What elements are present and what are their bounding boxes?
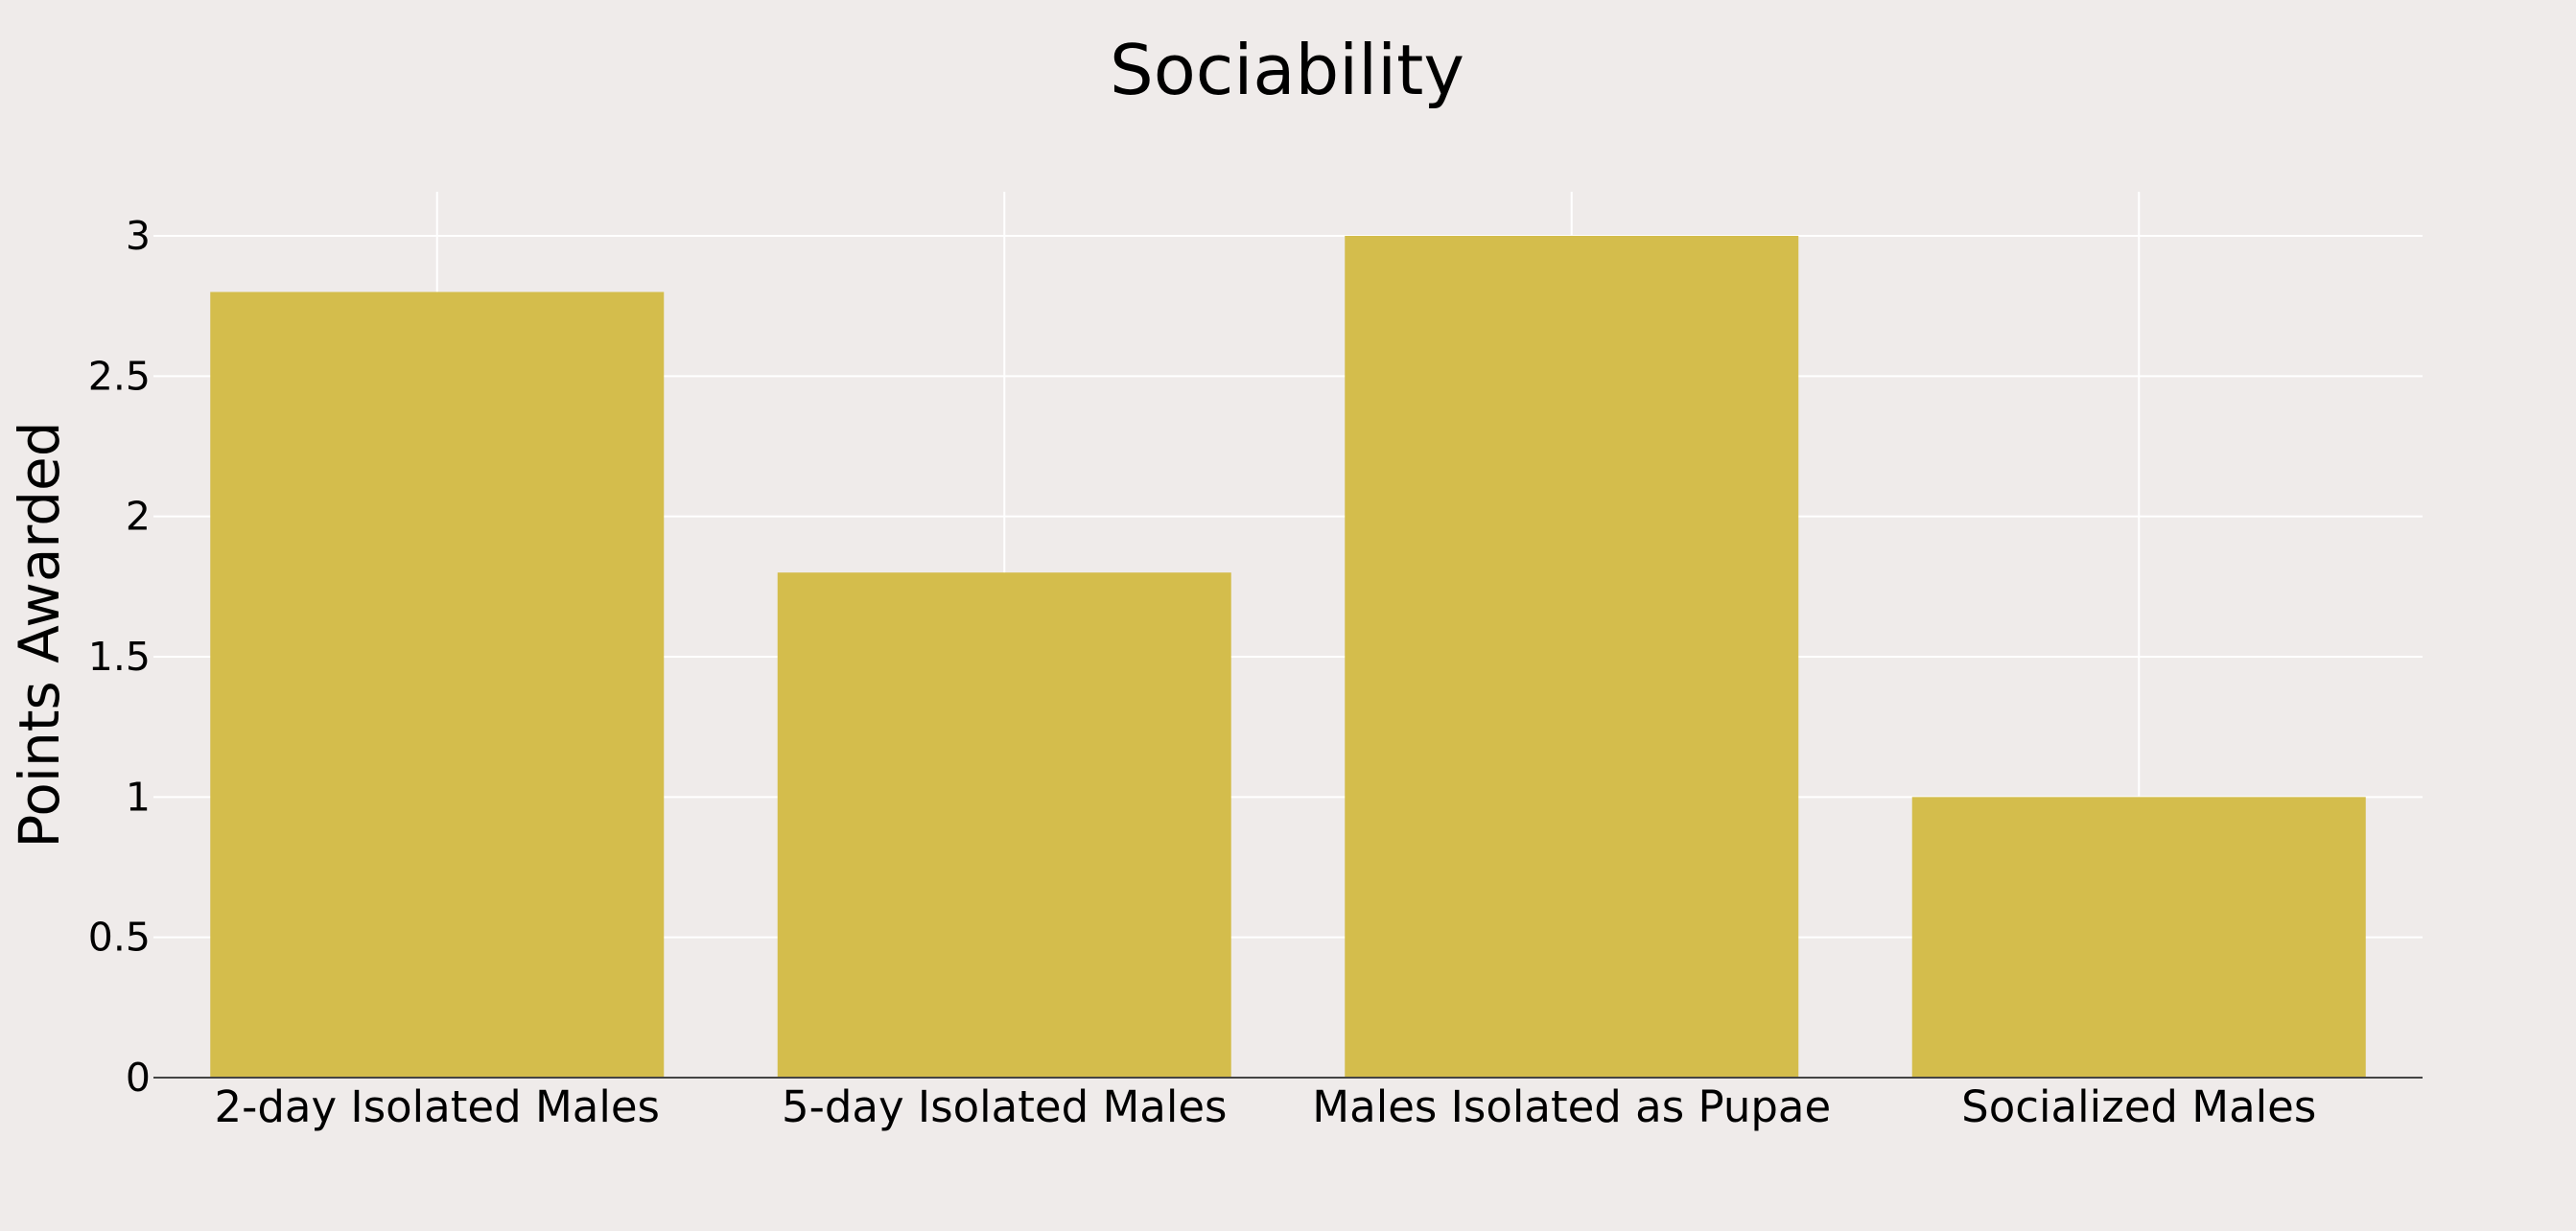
y-tick-label: 2.5 <box>88 353 151 399</box>
y-tick-label: 0.5 <box>88 915 151 961</box>
y-tick-label: 2 <box>126 494 151 540</box>
x-category-label: Males Isolated as Pupae <box>1312 1081 1831 1132</box>
bar-3 <box>1345 236 1799 1078</box>
x-category-labels: 2-day Isolated Males 5-day Isolated Males… <box>214 1081 2316 1132</box>
y-axis-label: Points Awarded <box>7 421 72 848</box>
x-category-label: 2-day Isolated Males <box>214 1081 660 1132</box>
x-category-label: Socialized Males <box>1961 1081 2316 1132</box>
y-tick-label: 3 <box>126 213 151 259</box>
chart-title: Sociability <box>1110 30 1464 110</box>
y-tick-label: 1 <box>126 774 151 820</box>
y-tick-labels: 0 0.5 1 1.5 2 2.5 3 <box>88 213 151 1101</box>
bars <box>210 236 2366 1078</box>
bar-2 <box>777 572 1231 1078</box>
x-category-label: 5-day Isolated Males <box>782 1081 1228 1132</box>
bar-1 <box>210 291 665 1078</box>
y-tick-label: 1.5 <box>88 634 151 680</box>
y-tick-label: 0 <box>126 1055 151 1101</box>
bar-4 <box>1911 797 2366 1078</box>
